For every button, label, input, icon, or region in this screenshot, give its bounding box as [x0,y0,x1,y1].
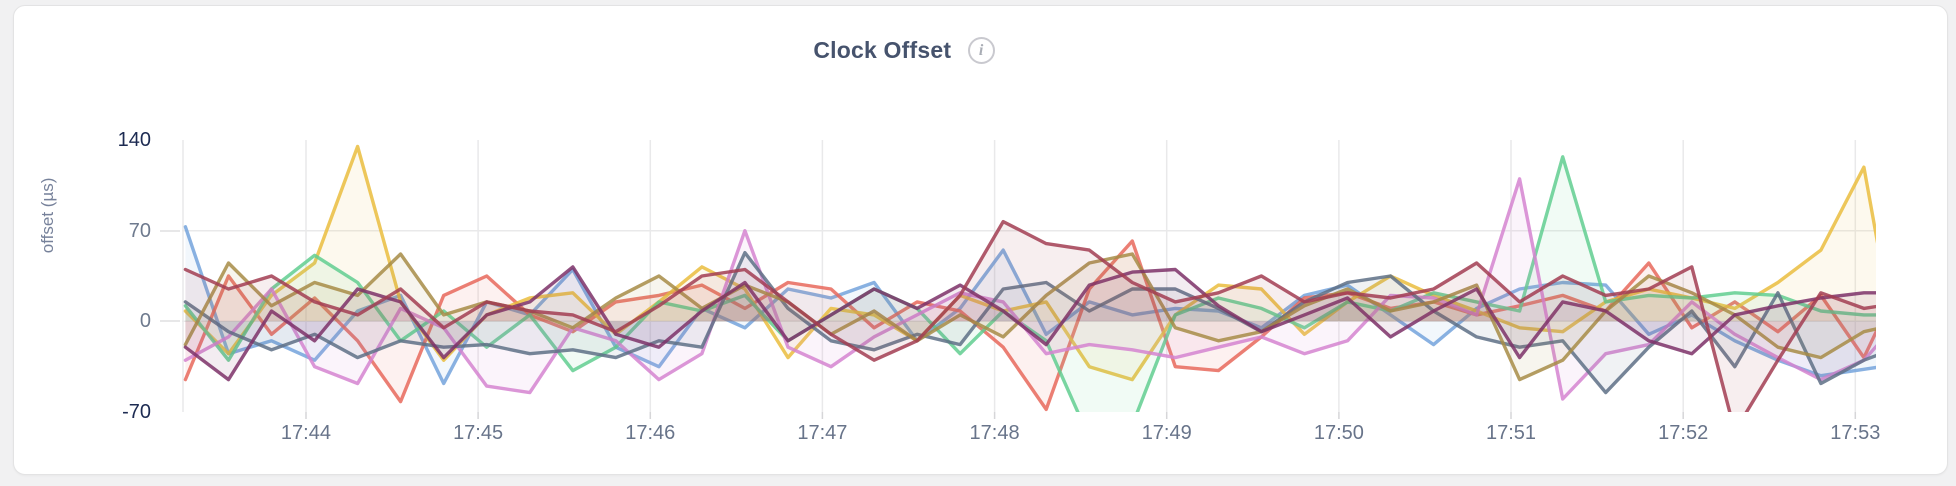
series-line-plum [183,265,1876,382]
x-tick-label: 17:52 [1658,422,1709,444]
y-tick-label: 140 [117,129,151,151]
x-tick-label: 17:51 [1486,422,1537,444]
y-tick-label: -70 [122,401,151,423]
series-area-olive [185,254,1876,380]
x-tick-label: 17:47 [797,422,848,444]
series-area-slate [185,252,1876,393]
y-tick-label: 70 [128,219,151,242]
series-area-plum [185,266,1876,380]
x-tick-label: 17:49 [1141,422,1192,444]
series-line-orchid [183,177,1876,401]
series-line-slate [183,250,1876,395]
series-area-green [185,156,1876,412]
x-tick-label: 17:53 [1830,422,1881,444]
y-tick-mark [160,320,180,323]
chart-header: Clock Offset i [14,32,1794,68]
x-tick-label: 17:45 [453,422,504,444]
series-area-salmon [185,241,1876,410]
chart-title: Clock Offset [813,37,952,63]
x-tick-label: 17:50 [1313,422,1364,444]
series-line-salmon [183,239,1876,412]
series-area-maroon [185,221,1876,412]
x-tick-label: 17:44 [280,422,331,444]
y-axis-title-text: offset (µs) [38,177,57,254]
x-tick-label: 17:48 [969,422,1020,444]
chart-card: Clock Offset i offset (µs) 140 70 0 -70 17:… [13,5,1948,475]
series-line-maroon [183,219,1876,412]
info-icon[interactable]: i [967,36,995,64]
clock-offset-chart-canvas[interactable] [182,140,1876,420]
x-tick-label: 17:46 [625,422,676,444]
y-tick-mark [160,229,180,232]
y-tick-label: 0 [139,310,151,333]
series-line-olive [183,252,1876,382]
